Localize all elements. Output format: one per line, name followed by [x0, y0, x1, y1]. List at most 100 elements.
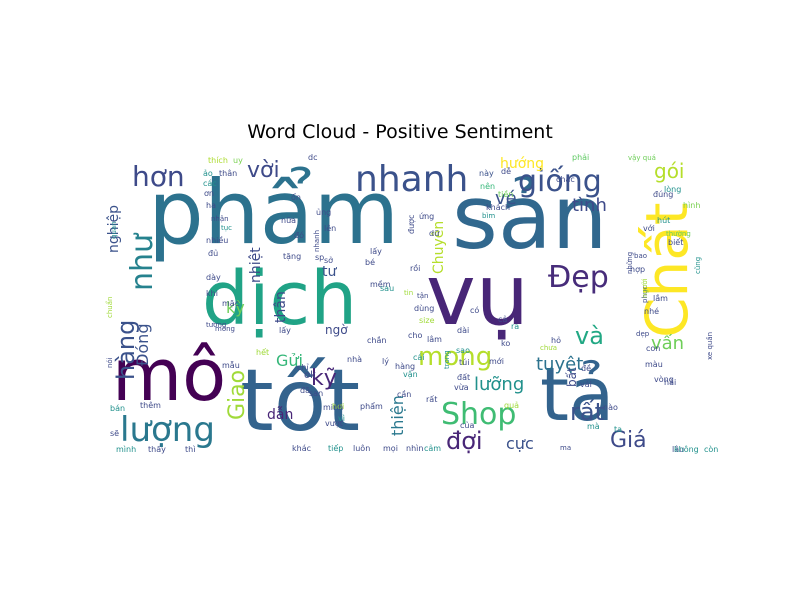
- word-cloud-word: mềm: [370, 279, 391, 289]
- word-cloud-word: luôn: [353, 443, 370, 453]
- word-cloud-word: thích: [208, 156, 228, 165]
- word-cloud-word: hút: [657, 216, 670, 225]
- word-cloud-word: hướng: [500, 156, 544, 172]
- word-cloud-word: nữa: [281, 216, 296, 225]
- word-cloud-word: nhiều: [206, 235, 228, 245]
- word-cloud-word: quả: [504, 400, 519, 410]
- word-cloud-word: thấy: [148, 444, 166, 454]
- word-cloud-word: ứng: [419, 212, 434, 221]
- word-cloud-word: chỉ: [297, 362, 309, 372]
- word-cloud-word: nhìn: [406, 444, 423, 453]
- word-cloud-word: hàng: [395, 362, 415, 371]
- word-cloud-word: vấn: [651, 333, 684, 354]
- word-cloud-word: đề: [581, 363, 591, 373]
- word-cloud-word: ha: [206, 201, 216, 210]
- word-cloud-word: tương: [206, 321, 226, 329]
- word-cloud-word: ta: [614, 425, 622, 434]
- word-cloud-word: người: [641, 278, 649, 298]
- word-cloud-word: tận: [417, 292, 428, 300]
- word-cloud-word: nhanh: [313, 230, 321, 252]
- word-cloud-word: thiện: [388, 395, 407, 436]
- word-cloud-word: rất: [426, 394, 437, 404]
- word-cloud-word: mình: [116, 445, 136, 454]
- word-cloud-word: vụ: [426, 246, 529, 344]
- word-cloud-word: Giao: [225, 370, 250, 420]
- word-cloud-word: nhận: [211, 215, 229, 223]
- word-cloud-word: lắm: [653, 293, 668, 303]
- word-cloud-word: Gửi: [276, 351, 303, 370]
- word-cloud-word: mẫu: [222, 360, 240, 370]
- word-cloud-word: dẹp: [636, 330, 650, 338]
- word-cloud-word: minh: [323, 403, 343, 412]
- word-cloud-word: bìm: [482, 212, 495, 220]
- word-cloud-word: sao: [456, 346, 470, 355]
- word-cloud-word: lượng: [120, 410, 215, 450]
- word-cloud-word: dày: [206, 273, 221, 282]
- word-cloud-word: với: [643, 223, 655, 233]
- word-cloud-word: nào: [603, 403, 618, 412]
- word-cloud-word: gói: [654, 159, 685, 183]
- word-cloud-word: mong: [418, 342, 492, 372]
- word-cloud-word: mô: [112, 333, 226, 417]
- word-cloud-word: thêm: [140, 400, 161, 410]
- word-cloud-word: đúng: [653, 190, 673, 199]
- word-cloud-word: quan: [110, 221, 118, 239]
- word-cloud-word: Chuyên: [431, 221, 447, 274]
- word-cloud-word: tin: [404, 289, 413, 297]
- word-cloud-word: nên: [480, 181, 495, 191]
- word-cloud-word: Đóng: [133, 324, 152, 366]
- word-cloud-word: Đẹp: [548, 260, 609, 295]
- word-cloud-word: cái: [413, 353, 425, 362]
- chart-title: Word Cloud - Positive Sentiment: [247, 121, 553, 143]
- word-cloud-word: tiếp: [328, 443, 343, 453]
- word-cloud-word: cho: [408, 331, 422, 340]
- word-cloud-word: sau: [380, 284, 394, 293]
- word-cloud-word: rồi: [410, 263, 420, 273]
- word-cloud-word: cực: [506, 434, 534, 453]
- word-cloud-word: ơn: [204, 189, 214, 198]
- word-cloud-word: Giá: [610, 428, 647, 453]
- word-cloud-word: nhà: [347, 355, 362, 364]
- word-cloud-word: kỳ: [226, 298, 245, 317]
- word-cloud-word: màu: [645, 360, 663, 369]
- word-cloud-word: mong: [215, 325, 235, 333]
- word-cloud-word: nhé: [644, 306, 659, 316]
- word-cloud-word: vậy quá: [628, 154, 656, 162]
- word-cloud-word: san: [309, 389, 323, 398]
- word-cloud-word: thì: [185, 445, 195, 454]
- word-cloud-word: uy: [233, 156, 243, 165]
- word-cloud-word: này: [479, 169, 494, 178]
- word-cloud-word: thân: [219, 169, 237, 178]
- word-cloud-word: lâu: [672, 445, 684, 454]
- word-cloud-word: thường: [666, 230, 691, 238]
- word-cloud-word: cần: [397, 389, 411, 399]
- word-cloud-word: tư: [322, 264, 337, 280]
- word-cloud-word: cũng: [694, 257, 702, 274]
- word-cloud-word: hình: [683, 201, 700, 210]
- word-cloud-word: vé: [495, 188, 517, 209]
- word-cloud-word: lên: [324, 223, 336, 233]
- word-cloud-word: mọi: [383, 444, 398, 453]
- word-cloud-word: ổn: [291, 192, 301, 202]
- word-cloud-word: giống: [518, 164, 602, 199]
- word-cloud-word: còn: [704, 444, 718, 454]
- word-cloud-word: tình: [572, 195, 607, 216]
- word-cloud-word: nghiệp: [106, 205, 122, 253]
- word-cloud-word: ủng: [316, 207, 331, 217]
- word-cloud-word: túi: [459, 358, 469, 367]
- word-cloud-word: đó: [294, 230, 304, 240]
- word-cloud: phẩm sản vụ tốt dịch mô tả Chất nhanh giống hơn Đẹp…: [100, 148, 720, 460]
- word-cloud-word: dẫn: [267, 406, 293, 423]
- word-cloud-word: xe quần: [706, 332, 714, 360]
- word-cloud-word: sản: [452, 166, 608, 269]
- word-cloud-word: vời: [247, 158, 280, 183]
- word-cloud-word: đất: [457, 372, 470, 382]
- word-cloud-word: khác: [292, 444, 311, 453]
- word-cloud-word: lấy: [279, 325, 291, 335]
- word-cloud-word: dùng: [414, 304, 434, 313]
- word-cloud-word: phẩm: [148, 161, 399, 264]
- word-cloud-word: con: [646, 344, 660, 353]
- word-cloud-word: mặc: [222, 299, 239, 309]
- word-cloud-word: hỏ: [551, 335, 561, 345]
